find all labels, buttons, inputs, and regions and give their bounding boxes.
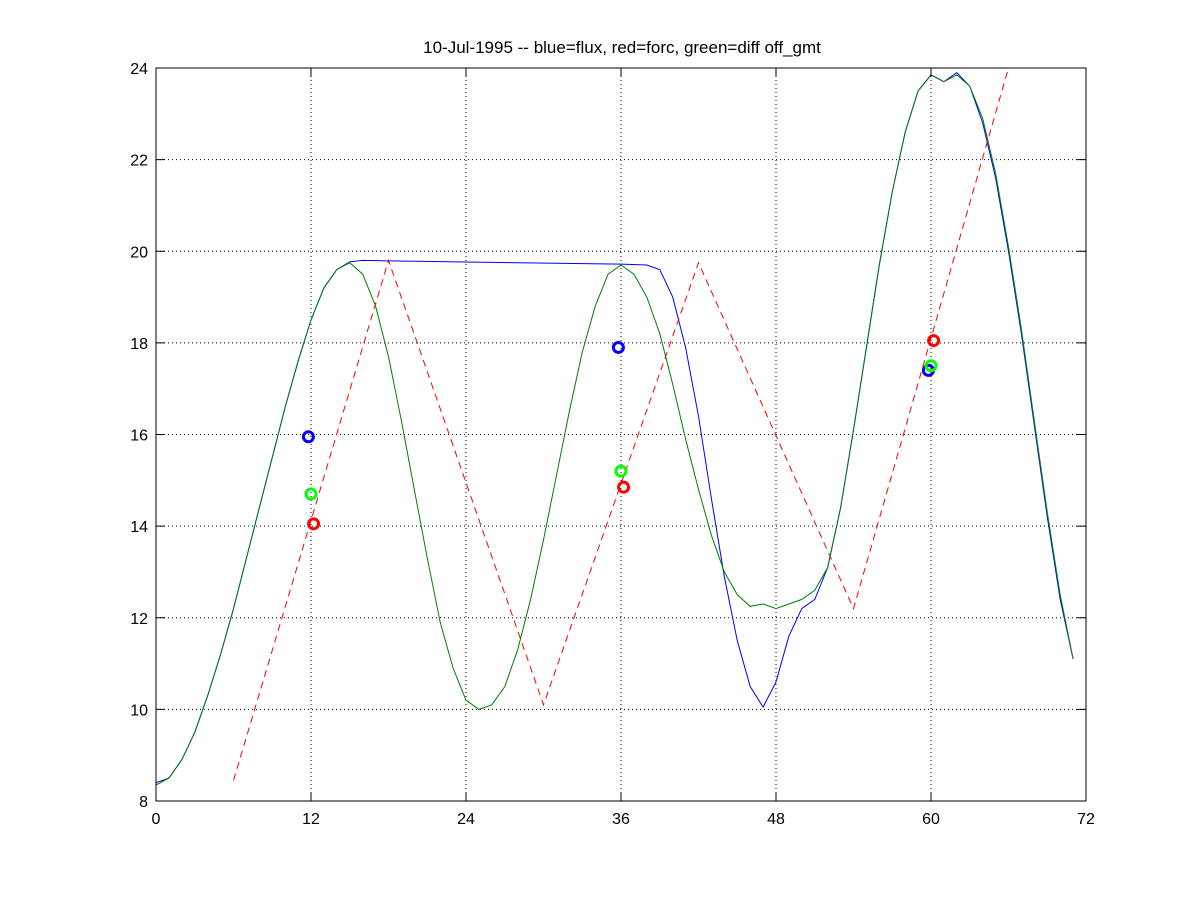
series-line-0 <box>155 71 1074 784</box>
y-tick-label: 14 <box>130 519 148 536</box>
x-tick-label: 36 <box>612 811 630 828</box>
series-group <box>155 67 1074 786</box>
data-marker <box>617 480 631 494</box>
data-marker <box>307 517 321 531</box>
data-marker <box>301 430 315 444</box>
y-tick-label: 8 <box>139 794 148 811</box>
y-tick-label: 24 <box>130 61 148 78</box>
y-tick-label: 22 <box>130 153 148 170</box>
y-tick-label: 16 <box>130 428 148 445</box>
y-tick-label: 20 <box>130 244 148 261</box>
data-marker <box>614 464 628 478</box>
x-tick-label: 12 <box>302 811 320 828</box>
x-tick-label: 0 <box>152 811 161 828</box>
axis-ticks: 0 12 24 36 48 60 72 8 10 12 14 16 18 20 22 24 <box>130 61 1095 828</box>
data-marker <box>927 334 941 348</box>
x-tick-label: 48 <box>767 811 785 828</box>
y-tick-label: 12 <box>130 611 148 628</box>
grid <box>156 68 1086 801</box>
x-tick-label: 24 <box>457 811 475 828</box>
series-line-2 <box>155 74 1074 786</box>
x-tick-label: 72 <box>1077 811 1095 828</box>
chart-title: 10-Jul-1995 -- blue=flux, red=forc, gree… <box>423 38 821 57</box>
data-marker <box>924 359 938 373</box>
x-tick-label: 60 <box>922 811 940 828</box>
y-tick-label: 10 <box>130 702 148 719</box>
data-marker <box>304 487 318 501</box>
y-tick-label: 18 <box>130 336 148 353</box>
marker-group <box>301 334 941 531</box>
data-marker <box>611 340 625 354</box>
